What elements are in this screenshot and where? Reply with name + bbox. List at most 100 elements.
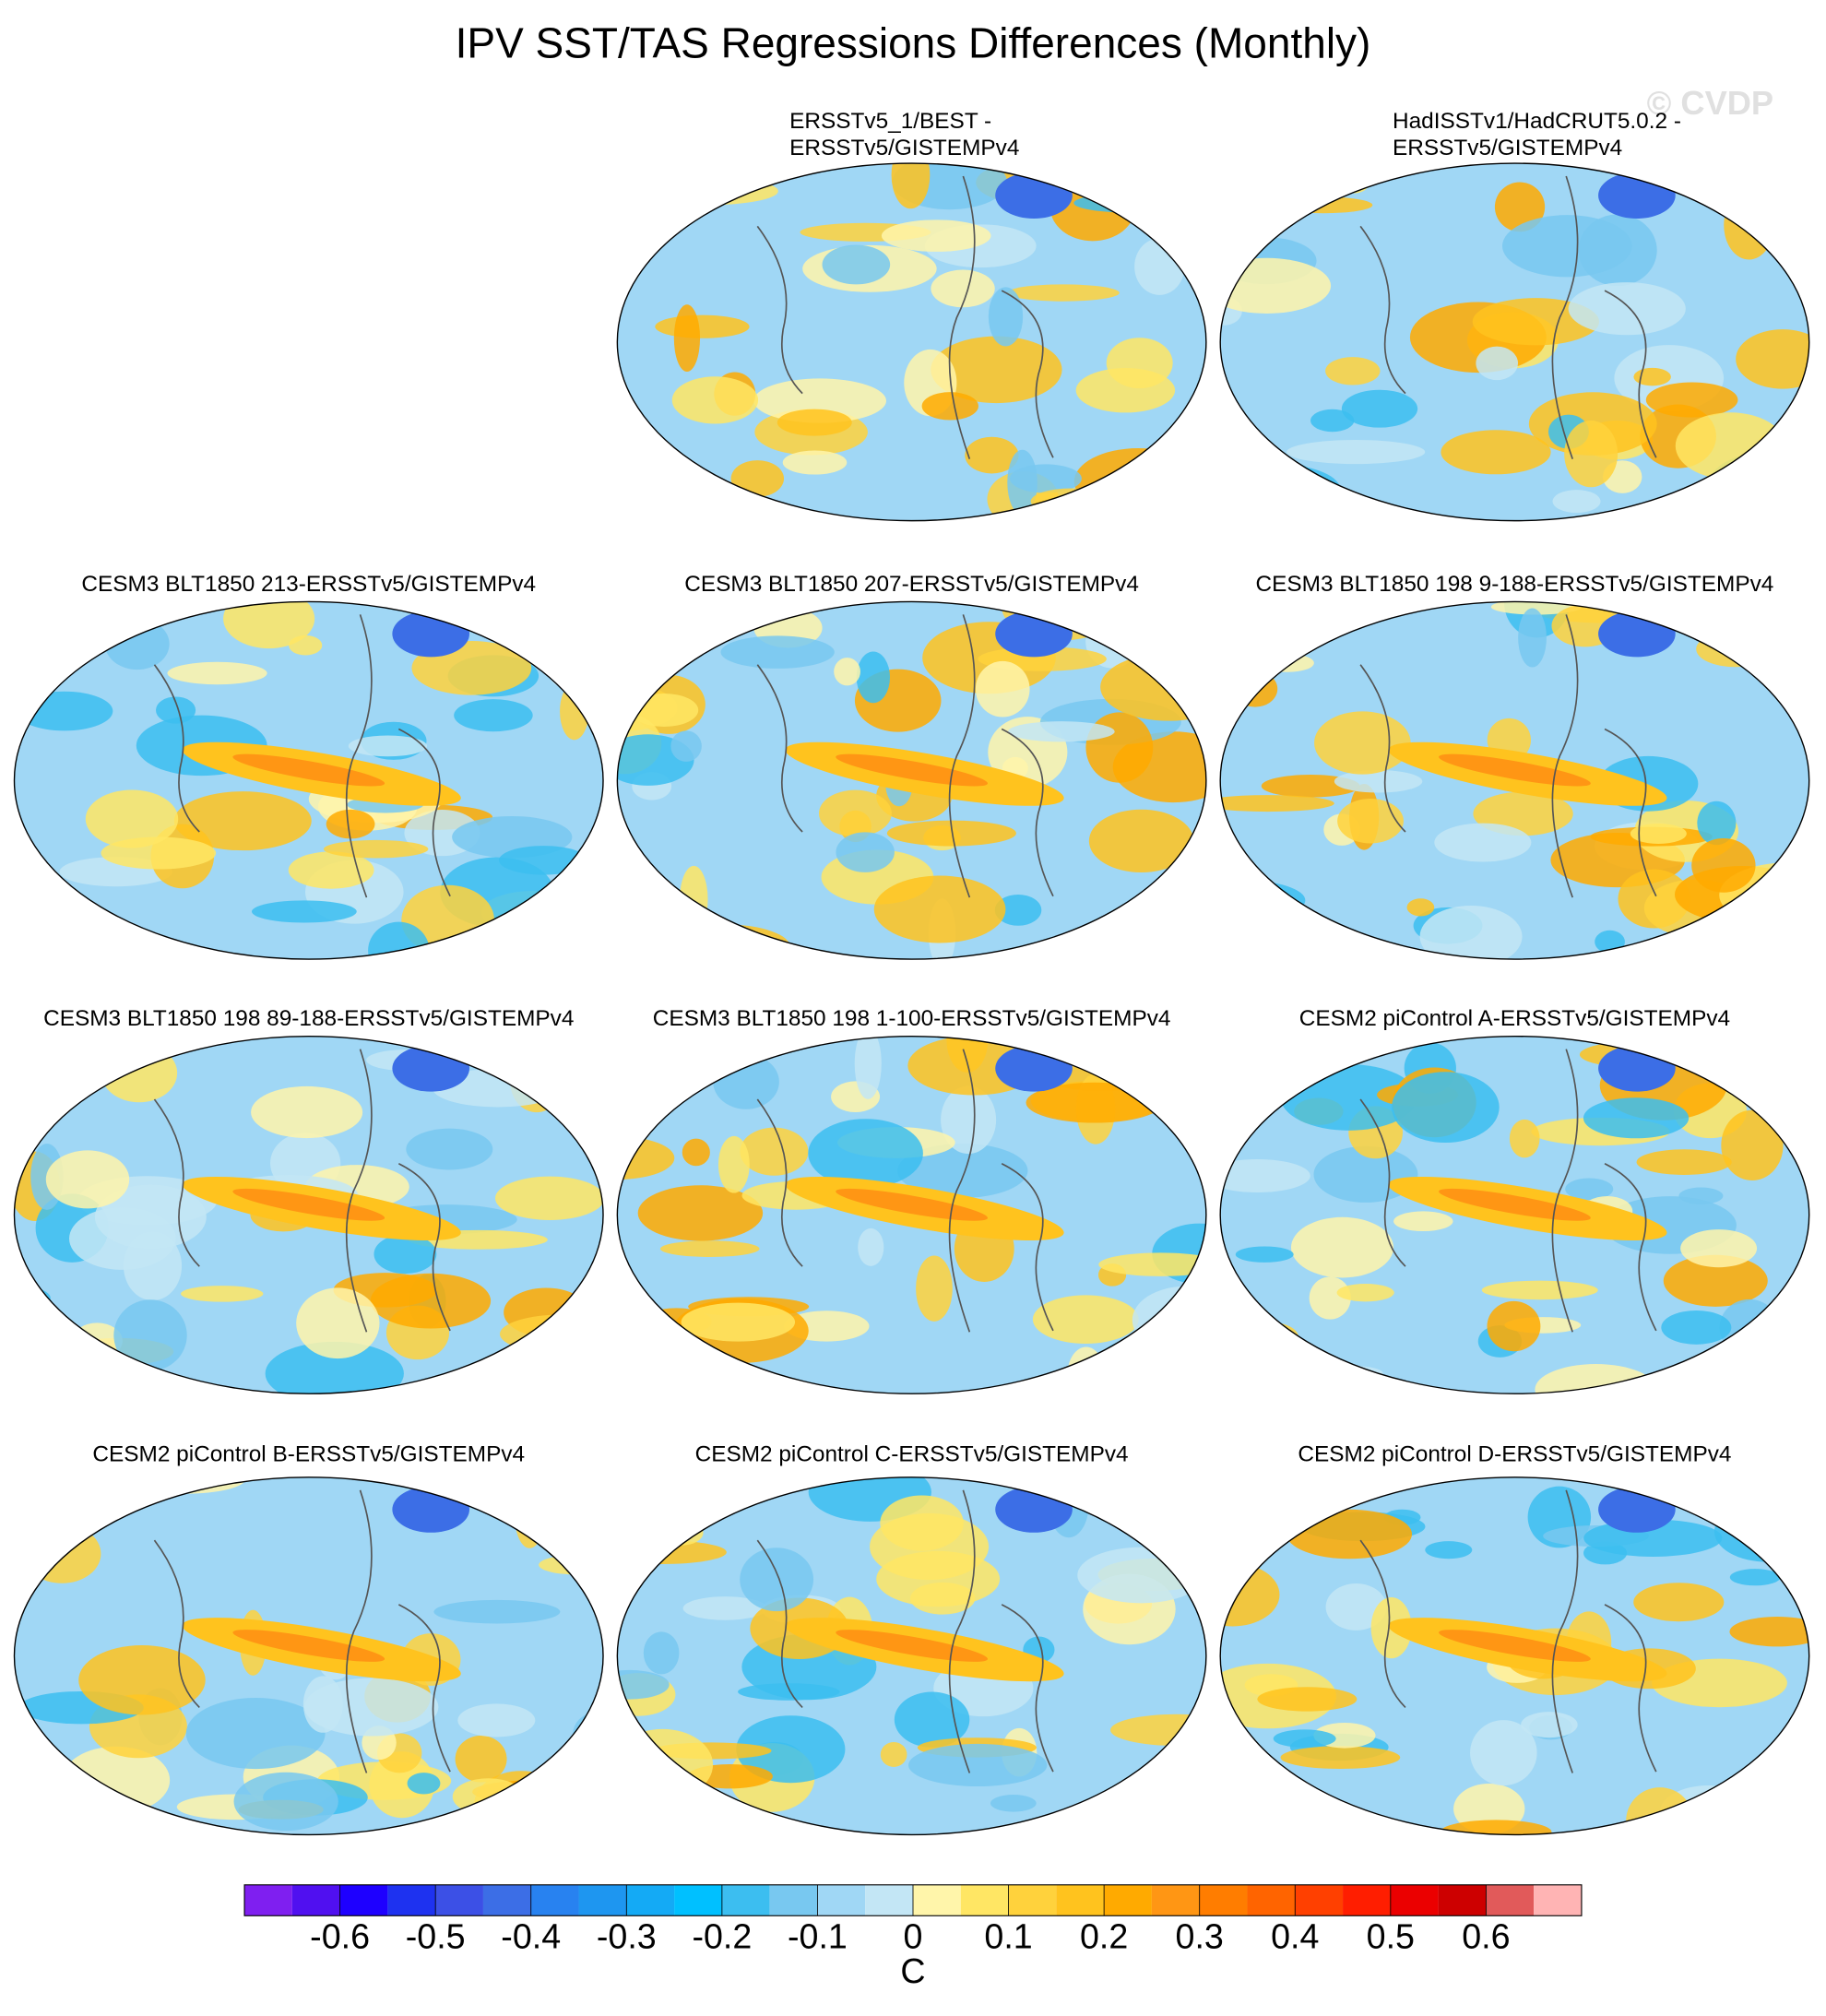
map: [617, 601, 1206, 960]
map: [1220, 601, 1809, 960]
map-patch: [880, 1495, 964, 1551]
colorbar-box: [769, 1884, 818, 1916]
map-patch: [894, 1691, 970, 1748]
map-patch: [167, 661, 267, 685]
map-patch: [931, 269, 995, 308]
coastline: [756, 614, 1054, 898]
map-patch: [670, 730, 702, 762]
map-patch: [101, 1043, 178, 1103]
tropical-core: [836, 753, 989, 787]
map-patch: [1703, 492, 1761, 519]
map: [617, 163, 1206, 521]
colorbar-box: [578, 1884, 627, 1916]
colorbar-tick-label: 0: [904, 1916, 923, 1955]
map-patch: [407, 1773, 441, 1795]
map-patch: [1564, 420, 1618, 488]
map-patch: [921, 392, 978, 421]
map: [1220, 1036, 1809, 1394]
map-patch: [1222, 465, 1341, 516]
panel-title: CESM3 BLT1850 198 9-188-ERSSTv5/GISTEMPv…: [1256, 572, 1774, 597]
colorbar-box: [291, 1884, 340, 1916]
map-patch: [65, 1798, 136, 1835]
map: [617, 1476, 1206, 1835]
map-patch: [1393, 1211, 1453, 1232]
tropical-core: [836, 1188, 989, 1221]
map-patch: [94, 1184, 207, 1250]
map-patch: [113, 1299, 187, 1371]
map-patch: [1425, 1541, 1473, 1559]
colorbar-box: [530, 1884, 579, 1916]
map-patch: [617, 1540, 727, 1565]
map-patch: [1147, 486, 1206, 521]
map-patch: [1232, 670, 1278, 707]
map-patch: [975, 660, 1030, 717]
colorbar-box: [817, 1884, 866, 1916]
colorbar-box: [960, 1884, 1009, 1916]
panel-title: HadISSTv1/HadCRUT5.0.2 -: [1393, 109, 1681, 134]
map-patch: [233, 1772, 338, 1832]
map-patch: [931, 336, 1062, 404]
coastline: [1359, 614, 1657, 898]
map-patch: [643, 1631, 680, 1675]
map-patch: [1636, 1149, 1732, 1175]
map-patch: [1481, 1280, 1598, 1300]
map-patch: [540, 880, 604, 928]
map-patch: [539, 1555, 604, 1575]
coastline: [153, 614, 451, 898]
panel-title: ERSSTv5/GISTEMPv4: [789, 136, 1019, 160]
map-patch: [1338, 172, 1370, 194]
map-patch: [682, 1596, 768, 1620]
watermark: © CVDP: [1647, 84, 1773, 122]
map-patch: [1257, 1687, 1358, 1712]
map-patch: [1281, 182, 1320, 203]
map-patch: [1784, 660, 1809, 689]
map-patch: [251, 1085, 363, 1139]
map-patch: [454, 699, 533, 732]
colorbar-tick-label: -0.3: [597, 1916, 657, 1955]
map-border: [616, 1476, 1207, 1836]
map-patch: [1633, 367, 1671, 386]
colorbar-box: [482, 1884, 531, 1916]
panel-title: CESM2 piControl C-ERSSTv5/GISTEMPv4: [695, 1442, 1129, 1467]
map-border: [1219, 162, 1810, 522]
map-patch: [1729, 1617, 1809, 1647]
map-patch: [891, 163, 931, 209]
map-patch: [374, 1234, 437, 1275]
map-patch: [680, 865, 708, 933]
map-patch: [1501, 215, 1632, 278]
map-patch: [1626, 1787, 1694, 1835]
map-patch: [1630, 824, 1687, 844]
map-patch: [348, 735, 428, 757]
map-patch: [1098, 1252, 1206, 1276]
map-patch: [323, 839, 429, 859]
map-border: [616, 600, 1207, 960]
map-patch: [720, 635, 835, 669]
map-patch: [671, 376, 759, 424]
map-patch: [288, 851, 374, 889]
map-patch: [673, 304, 701, 373]
map-patch: [636, 177, 778, 206]
map-patch: [990, 1795, 1037, 1812]
colorbar-box: [1438, 1884, 1487, 1916]
colorbar-tick-label: 0.2: [1080, 1916, 1128, 1955]
map-patch: [1100, 653, 1206, 721]
map-patch: [1552, 490, 1601, 514]
map-patch: [1006, 284, 1120, 302]
map-patch: [1721, 1109, 1784, 1181]
map-patch: [617, 1728, 714, 1801]
map-patch: [916, 1255, 953, 1322]
map-patch: [1675, 412, 1785, 480]
map-patch: [822, 244, 891, 285]
coastline: [756, 175, 1054, 459]
map-border: [13, 1476, 604, 1836]
tropical-core: [1439, 753, 1591, 787]
map-patch: [1095, 163, 1206, 184]
map-patch: [1315, 1365, 1383, 1382]
map-patch: [564, 1075, 604, 1142]
map-patch: [1221, 1484, 1322, 1531]
tropical-core: [232, 753, 385, 787]
map: [14, 601, 604, 960]
map-patch: [1768, 173, 1809, 208]
